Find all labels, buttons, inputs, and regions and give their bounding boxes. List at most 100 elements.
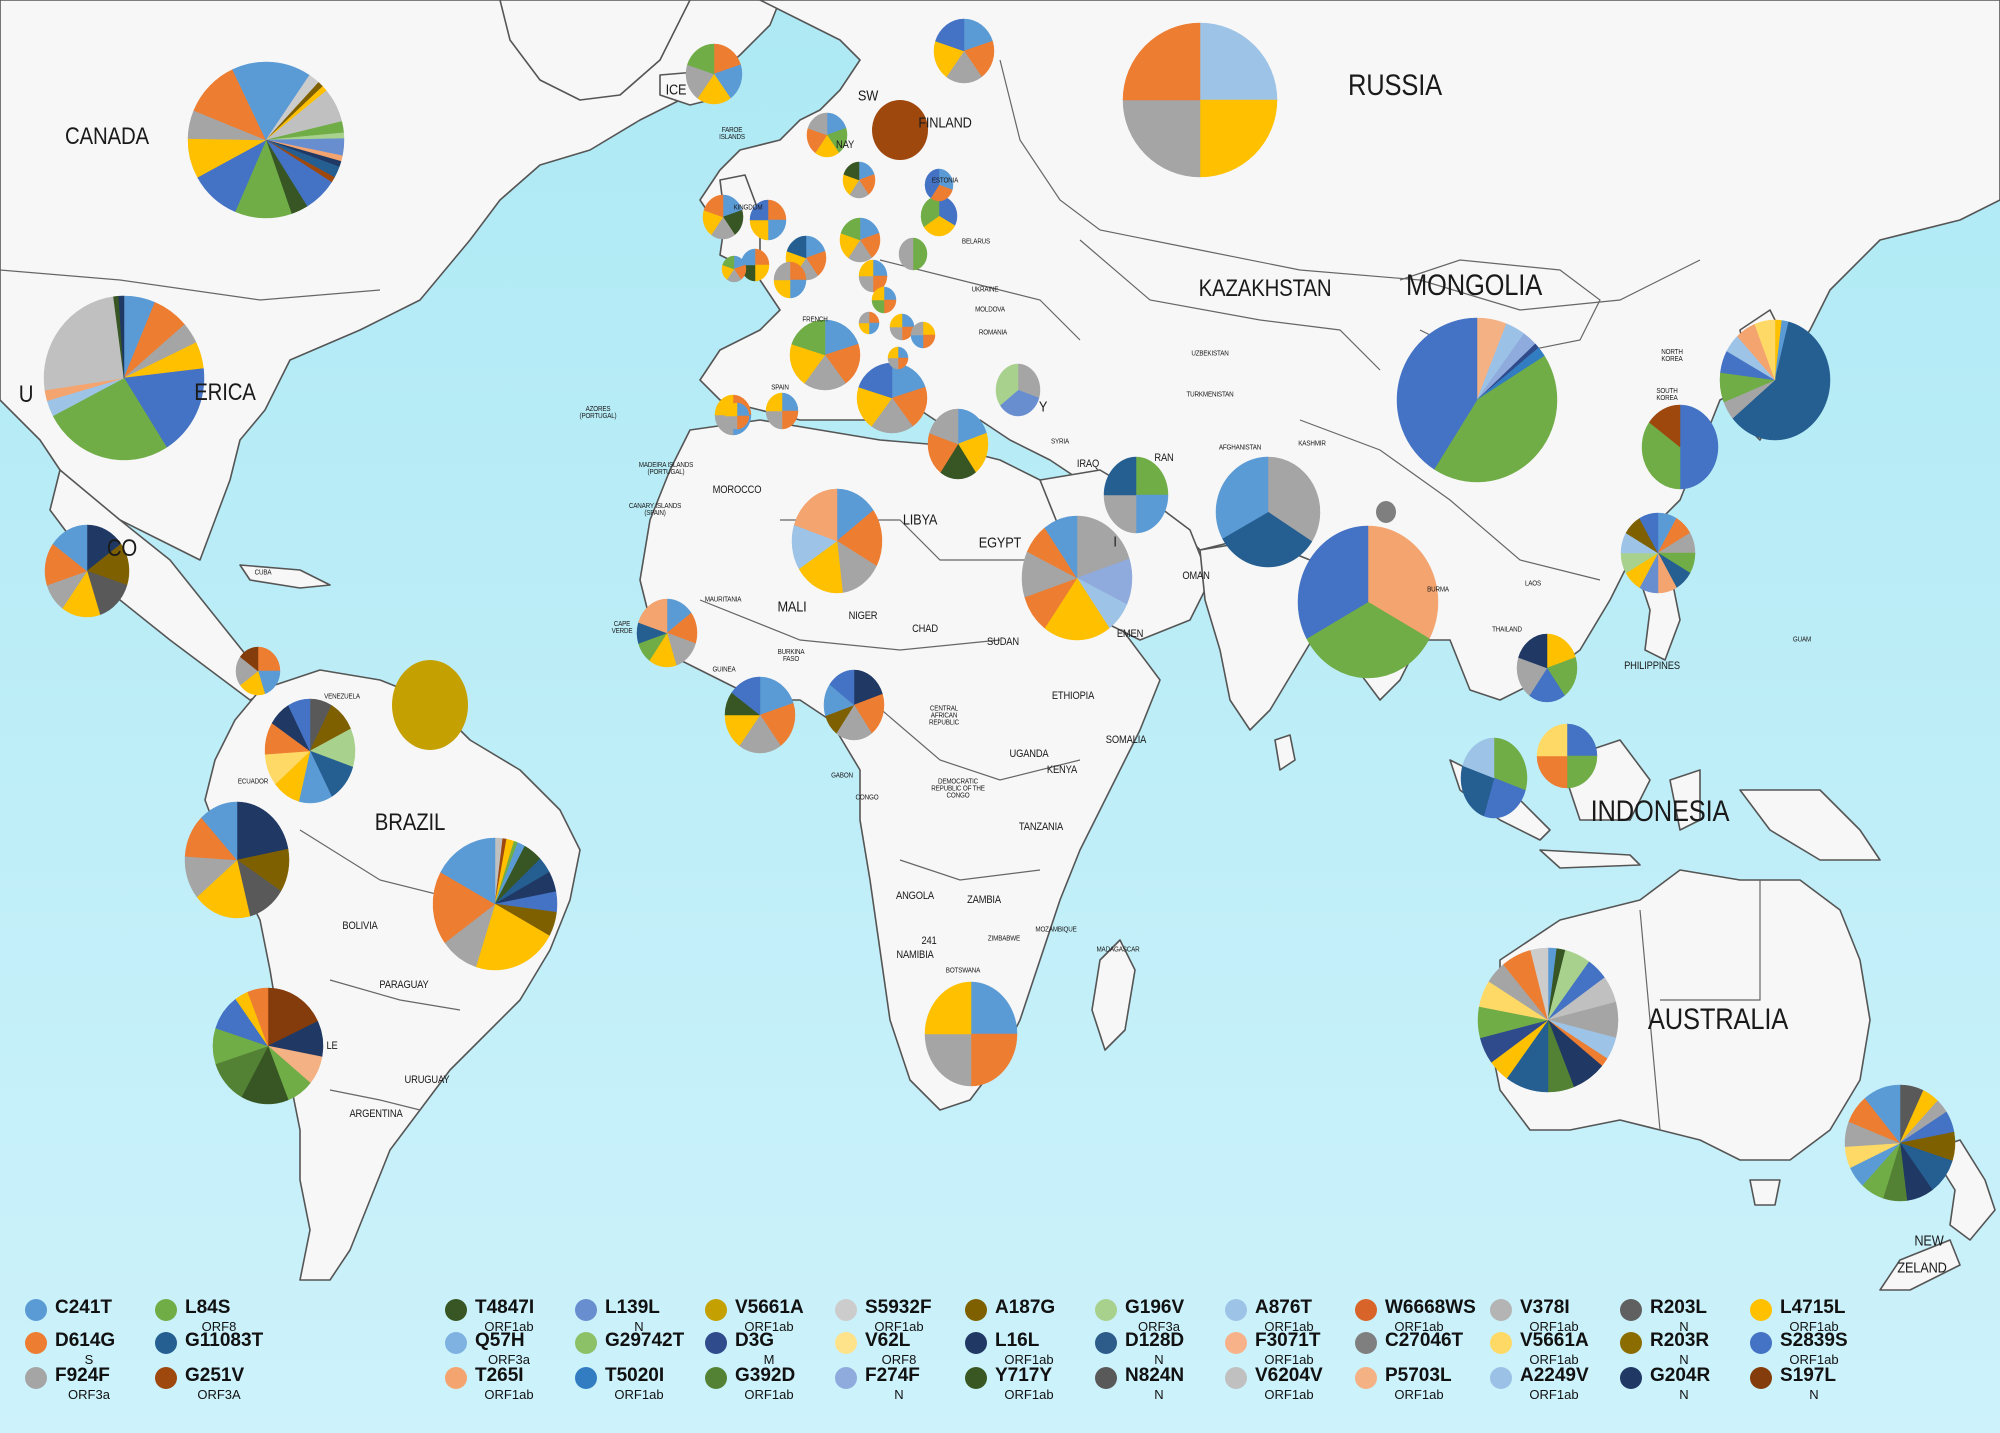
pie-slice — [930, 184, 953, 202]
legend-swatch — [25, 1367, 47, 1389]
pie-uk — [702, 194, 744, 240]
pie-slice — [824, 319, 859, 356]
label-iraq: IRAQ — [1076, 458, 1100, 470]
pie-slice — [946, 50, 982, 84]
legend-swatch — [1620, 1367, 1642, 1389]
legend-sublabel: N — [1679, 1352, 1689, 1367]
border-kazakhstan — [1079, 239, 1381, 371]
pie-hungary — [889, 313, 915, 341]
label-drc: DEMOCRATIC REPUBLIC OF THE CONGO — [931, 778, 985, 800]
landmass-cuba — [239, 564, 331, 589]
border-africa-4 — [899, 859, 1041, 881]
legend-swatch — [575, 1332, 597, 1354]
pie-usa — [43, 295, 205, 461]
pie-slice — [749, 199, 769, 221]
pie-slice — [196, 859, 251, 919]
pie-slice — [1017, 363, 1041, 399]
pie-slice — [1044, 515, 1078, 579]
pie-slice — [1076, 515, 1130, 579]
pie-slice — [1135, 456, 1169, 496]
label-finland: FINLAND — [918, 114, 972, 132]
pie-slice — [871, 286, 885, 301]
label-us-fragment: U — [18, 381, 34, 408]
pie-slice — [1679, 404, 1719, 490]
legend-sublabel: ORF1ab — [1394, 1319, 1444, 1334]
label-north-korea: NORTH KOREA — [1661, 349, 1683, 363]
legend-label: G29742T — [605, 1330, 685, 1351]
pie-slice — [1516, 657, 1548, 696]
label-madeira: MADEIRA ISLANDS (PORTUGAL) — [638, 462, 694, 476]
pie-ireland — [721, 255, 747, 283]
label-botswana: BOTSWANA — [945, 967, 981, 975]
legend-label: R203L — [1650, 1297, 1708, 1318]
legend-swatch — [835, 1332, 857, 1354]
pie-slice — [829, 669, 855, 706]
label-azores: AZORES (PORTUGAL) — [579, 406, 617, 420]
legend-swatch — [445, 1332, 467, 1354]
label-australia: AUSTRALIA — [1647, 1003, 1789, 1036]
legend-swatch — [1750, 1367, 1772, 1389]
pie-russia — [1122, 22, 1278, 178]
pie-slice — [898, 237, 914, 271]
pie-turkey — [995, 363, 1041, 417]
pie-slice — [786, 235, 807, 259]
legend-sublabel: ORF3a — [488, 1352, 530, 1367]
pie-slice — [241, 1045, 289, 1105]
pie-slice — [1122, 99, 1201, 178]
pie-slice — [1864, 1084, 1901, 1144]
pie-slice — [807, 112, 828, 136]
label-uzbekistan: UZBEKISTAN — [1191, 350, 1229, 358]
pie-slice — [999, 389, 1040, 417]
legend-label: L84S — [185, 1297, 231, 1318]
pie-slice — [392, 660, 468, 750]
pie-slice — [1518, 633, 1548, 669]
legend-swatch — [705, 1332, 727, 1354]
legend-sublabel: ORF1ab — [1789, 1319, 1839, 1334]
pie-slice — [288, 698, 311, 752]
legend-label: V378I — [1520, 1297, 1570, 1318]
legend-label: Q57H — [475, 1330, 525, 1351]
pie-slice — [713, 64, 743, 99]
legend-swatch — [1750, 1332, 1772, 1354]
pie-slice — [836, 488, 874, 542]
legend-label: G251V — [185, 1365, 245, 1386]
border-africa-2 — [699, 599, 1001, 651]
label-syria: SYRIA — [1050, 438, 1070, 446]
landmass-tasmania — [1749, 1179, 1781, 1206]
legend-swatch — [155, 1332, 177, 1354]
pie-slice — [1639, 512, 1659, 554]
label-sweden-fragment: SW — [857, 87, 879, 105]
pie-slice — [887, 346, 899, 359]
pie-slice — [836, 540, 877, 593]
legend-label: F924F — [55, 1365, 110, 1386]
label-argentina: ARGENTINA — [349, 1108, 403, 1120]
pie-denmark — [842, 161, 876, 199]
label-iran-fragment: RAN — [1154, 452, 1174, 464]
pie-slice — [938, 168, 954, 191]
pie-slice — [957, 432, 989, 473]
pie-mongolia — [1396, 317, 1558, 483]
pie-slice — [929, 408, 959, 445]
label-i-fragment: I — [1113, 533, 1117, 551]
pie-slice — [995, 363, 1019, 406]
label-ukraine: UKRAINE — [971, 286, 999, 294]
pie-slice — [1546, 657, 1578, 696]
pie-suriname — [392, 660, 468, 750]
pie-slice — [1306, 601, 1430, 679]
pie-senegal — [636, 598, 698, 668]
pie-slice — [836, 510, 883, 567]
pie-slice — [239, 646, 259, 672]
pie-korea — [1641, 404, 1719, 490]
pie-slice — [927, 432, 959, 473]
pie-slice — [1122, 22, 1201, 101]
pie-japan — [1719, 319, 1831, 441]
pie-slice — [236, 801, 289, 861]
border-russia — [999, 59, 1701, 311]
pie-slice — [232, 61, 267, 141]
pie-slice — [924, 981, 972, 1035]
legend-sublabel: N — [1809, 1387, 1819, 1402]
legend-label: G204R — [1650, 1365, 1711, 1386]
pie-slice — [1199, 22, 1278, 101]
legend-swatch — [575, 1367, 597, 1389]
pie-iran — [1103, 456, 1169, 534]
